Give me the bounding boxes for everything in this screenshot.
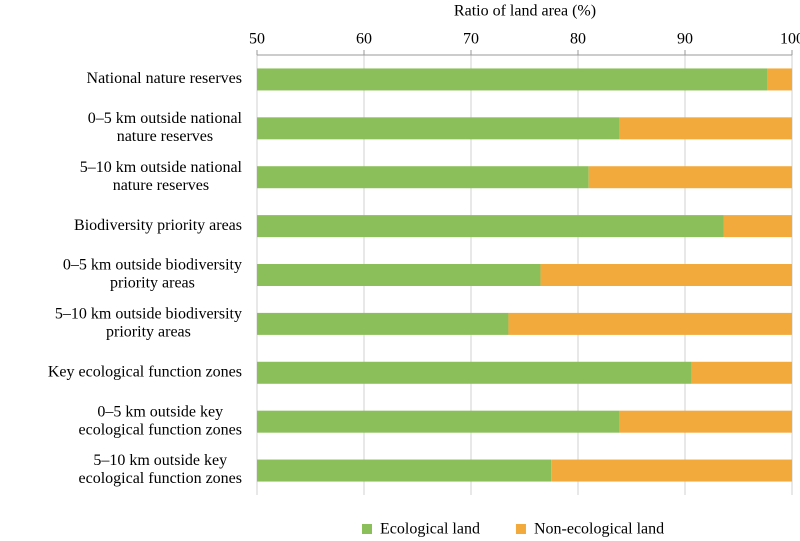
- x-tick-label: 100: [780, 31, 800, 48]
- bar-segment: [619, 410, 792, 433]
- legend-swatch: [515, 524, 526, 534]
- bar-segment: [723, 215, 792, 238]
- bar-segment: [257, 117, 620, 140]
- category-label: Biodiversity priority areas: [74, 217, 242, 234]
- category-label: nature reserves: [113, 177, 209, 194]
- category-label: 5–10 km outside biodiversity: [55, 306, 242, 323]
- bar-segment: [588, 166, 792, 189]
- category-label: priority areas: [110, 275, 195, 292]
- bar-segment: [767, 68, 792, 91]
- bar-segment: [257, 459, 552, 482]
- x-tick-label: 90: [677, 31, 693, 48]
- bar-segment: [257, 361, 692, 384]
- bar-segment: [691, 361, 792, 384]
- x-tick-label: 60: [356, 31, 372, 48]
- x-tick-label: 70: [463, 31, 479, 48]
- bar-segment: [257, 68, 768, 91]
- category-label: 0–5 km outside national: [88, 110, 243, 127]
- legend-label: Ecological land: [380, 521, 480, 538]
- category-label: 0–5 km outside key: [97, 403, 223, 420]
- category-label: Key ecological function zones: [48, 363, 242, 380]
- legend-swatch: [362, 524, 372, 534]
- bar-segment: [257, 264, 541, 286]
- category-label: ecological function zones: [79, 470, 243, 487]
- category-label: 5–10 km outside national: [80, 159, 243, 176]
- bar-segment: [257, 410, 620, 433]
- category-label: 0–5 km outside biodiversity: [63, 257, 242, 274]
- category-label: nature reserves: [117, 128, 213, 145]
- bar-segment: [508, 312, 792, 335]
- bar-segment: [619, 117, 792, 140]
- category-label: National nature reserves: [87, 70, 242, 87]
- bar-segment: [257, 215, 724, 238]
- x-tick-label: 80: [570, 31, 586, 48]
- legend-label: Non-ecological land: [534, 521, 664, 538]
- category-label: priority areas: [106, 324, 191, 341]
- bar-segment: [551, 459, 792, 482]
- bar-segment: [540, 264, 792, 286]
- bar-segment: [257, 312, 509, 335]
- x-tick-label: 50: [249, 31, 265, 48]
- category-label: 5–10 km outside key: [93, 452, 227, 469]
- bar-segment: [257, 166, 589, 189]
- category-label: ecological function zones: [79, 421, 243, 438]
- axis-title: Ratio of land area (%): [454, 3, 596, 20]
